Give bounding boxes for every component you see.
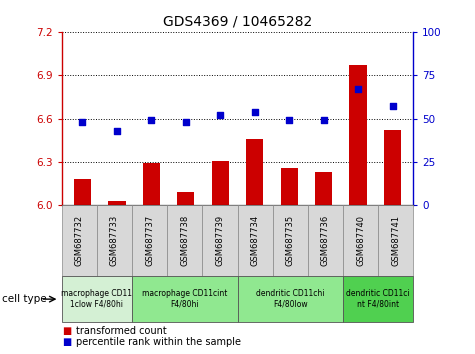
Point	[389, 104, 396, 109]
Text: GSM687736: GSM687736	[321, 215, 330, 266]
Point	[320, 118, 327, 123]
Bar	[212, 160, 229, 354]
Text: GSM687737: GSM687737	[145, 215, 154, 266]
Text: GSM687734: GSM687734	[251, 215, 259, 266]
Text: GSM687733: GSM687733	[110, 215, 119, 266]
Bar	[142, 164, 160, 354]
Text: ■: ■	[62, 337, 71, 347]
Text: GSM687740: GSM687740	[356, 215, 365, 266]
Text: dendritic CD11chi
F4/80low: dendritic CD11chi F4/80low	[256, 290, 324, 309]
Point	[113, 128, 121, 133]
Point	[354, 86, 362, 92]
Text: GSM687738: GSM687738	[180, 215, 189, 266]
Text: macrophage CD11
1clow F4/80hi: macrophage CD11 1clow F4/80hi	[61, 290, 133, 309]
Text: transformed count: transformed count	[76, 326, 167, 336]
Bar	[74, 179, 91, 354]
Point	[285, 118, 293, 123]
Text: ■: ■	[62, 326, 71, 336]
Point	[79, 119, 86, 125]
Point	[182, 119, 190, 125]
Bar	[315, 172, 332, 354]
Text: dendritic CD11ci
nt F4/80int: dendritic CD11ci nt F4/80int	[346, 290, 410, 309]
Point	[251, 109, 258, 114]
Bar	[108, 201, 125, 354]
Point	[148, 118, 155, 123]
Text: GSM687741: GSM687741	[391, 215, 400, 266]
Bar	[246, 139, 263, 354]
Text: cell type: cell type	[2, 294, 47, 304]
Text: GDS4369 / 10465282: GDS4369 / 10465282	[163, 14, 312, 28]
Bar	[350, 65, 367, 354]
Bar	[384, 130, 401, 354]
Text: macrophage CD11cint
F4/80hi: macrophage CD11cint F4/80hi	[142, 290, 228, 309]
Text: GSM687739: GSM687739	[216, 215, 224, 266]
Bar	[177, 192, 194, 354]
Text: percentile rank within the sample: percentile rank within the sample	[76, 337, 241, 347]
Text: GSM687732: GSM687732	[75, 215, 84, 266]
Bar	[281, 168, 298, 354]
Text: GSM687735: GSM687735	[286, 215, 294, 266]
Point	[217, 112, 224, 118]
